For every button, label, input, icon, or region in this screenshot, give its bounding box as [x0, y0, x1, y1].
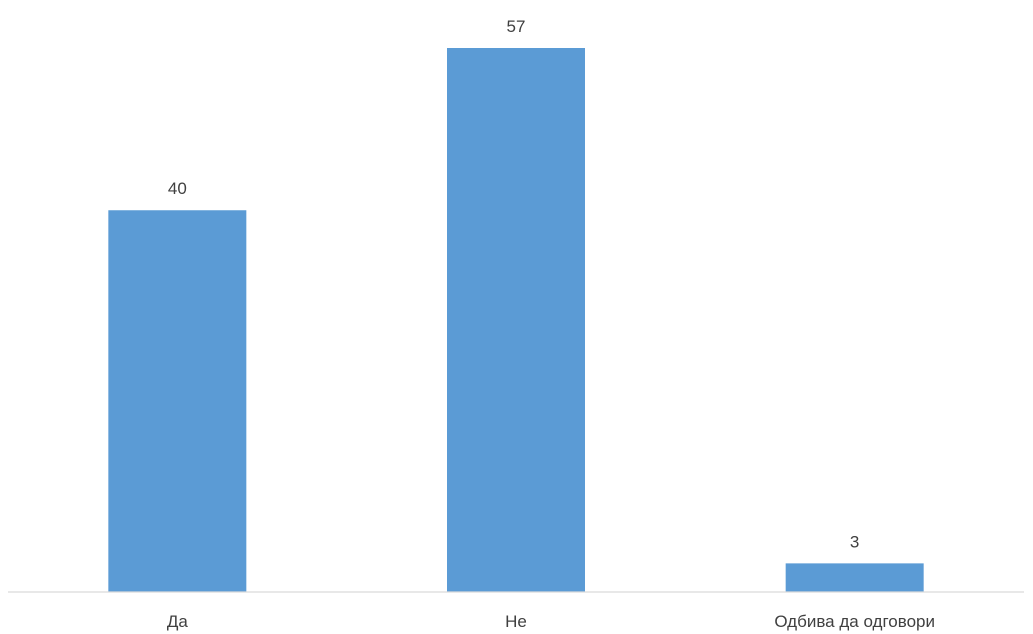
data-label-1: 40 [168, 179, 187, 198]
bar-1 [108, 210, 247, 593]
category-label-3: Одбива да одговори [774, 612, 935, 631]
data-label-3: 3 [850, 532, 859, 551]
bar-3 [785, 563, 924, 592]
data-labels-group: 40 57 3 [168, 17, 860, 551]
data-label-2: 57 [507, 17, 526, 36]
bar-2 [447, 48, 585, 592]
category-label-1: Да [167, 612, 189, 631]
category-label-2: Не [505, 612, 527, 631]
category-labels-group: Да Не Одбива да одговори [167, 612, 935, 631]
bars-group [108, 48, 924, 593]
